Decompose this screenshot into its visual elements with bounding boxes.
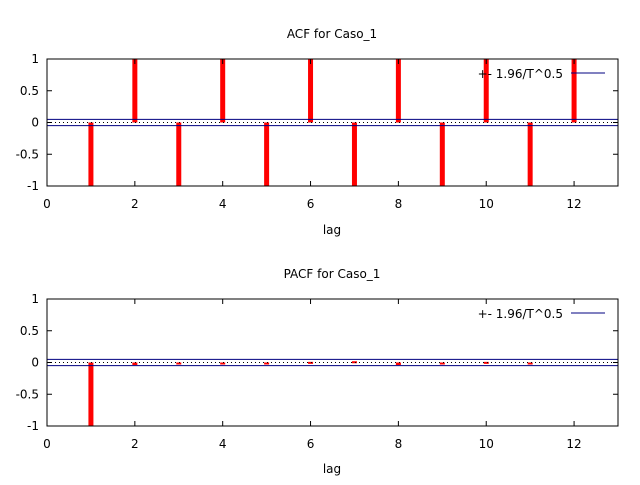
pacf-confidence-band — [47, 358, 618, 367]
pacf-y-tick-label: -1 — [27, 419, 39, 433]
pacf-x-tick-label: 2 — [131, 437, 139, 451]
acf-x-axis-ticks: 0 2 4 6 8 10 12 — [43, 59, 582, 211]
pacf-bar-lag-3 — [176, 362, 182, 365]
acf-x-tick-label: 4 — [219, 197, 227, 211]
acf-bar-lag-8 — [395, 59, 401, 123]
acf-plot-frame — [46, 58, 619, 187]
acf-x-tick-label: 0 — [43, 197, 51, 211]
pacf-legend: +- 1.96/T^0.5 — [478, 307, 605, 321]
pacf-panel: PACF for Caso_1 -1 -0.5 0 0.5 1 0 2 4 6 8 10 12 +-… — [16, 267, 619, 476]
pacf-y-tick-label: 1 — [31, 292, 39, 306]
pacf-bar-lag-6 — [308, 361, 314, 364]
acf-x-tick-label: 2 — [131, 197, 139, 211]
acf-bar-lag-2 — [132, 59, 138, 123]
acf-x-tick-label: 8 — [395, 197, 403, 211]
pacf-y-tick-label: -0.5 — [16, 387, 39, 401]
pacf-bar-lag-8 — [395, 362, 401, 366]
acf-x-axis-label: lag — [323, 223, 341, 237]
acf-bar-lag-11 — [527, 122, 533, 186]
acf-bar-lag-10 — [483, 59, 489, 123]
pacf-bar-lag-7 — [351, 361, 357, 364]
pacf-x-tick-label: 6 — [307, 437, 315, 451]
pacf-bar-lag-4 — [220, 362, 226, 365]
acf-x-tick-label: 6 — [307, 197, 315, 211]
pacf-x-tick-label: 12 — [566, 437, 581, 451]
pacf-x-tick-label: 4 — [219, 437, 227, 451]
pacf-legend-label: +- 1.96/T^0.5 — [478, 307, 563, 321]
pacf-x-axis-label: lag — [323, 462, 341, 476]
acf-legend-label: +- 1.96/T^0.5 — [478, 67, 563, 81]
acf-bar-lag-3 — [176, 122, 182, 186]
acf-bar-lag-5 — [264, 122, 270, 186]
pacf-bars — [88, 361, 533, 426]
acf-y-tick-label: 0.5 — [20, 84, 39, 98]
pacf-bar-lag-1 — [88, 362, 94, 426]
acf-bar-lag-9 — [439, 122, 445, 186]
pacf-bar-lag-9 — [439, 362, 445, 365]
acf-y-tick-label: 0 — [31, 116, 39, 130]
acf-bar-lag-1 — [88, 122, 94, 186]
acf-bar-lag-6 — [308, 59, 314, 123]
acf-y-tick-label: -0.5 — [16, 147, 39, 161]
pacf-bar-lag-11 — [527, 362, 533, 365]
acf-bar-lag-12 — [571, 59, 577, 123]
pacf-x-tick-label: 8 — [395, 437, 403, 451]
pacf-plot-frame — [46, 298, 619, 427]
acf-panel: ACF for Caso_1 -1 -0.5 0 0.5 1 0 2 4 6 8 10 12 +- … — [16, 27, 619, 237]
acf-confidence-band — [47, 118, 618, 127]
acf-x-tick-label: 12 — [566, 197, 581, 211]
pacf-y-tick-label: 0 — [31, 356, 39, 370]
acf-chart-title: ACF for Caso_1 — [287, 27, 377, 41]
pacf-bar-lag-2 — [132, 362, 138, 366]
acf-legend: +- 1.96/T^0.5 — [478, 67, 605, 81]
pacf-x-tick-label: 0 — [43, 437, 51, 451]
acf-bar-lag-4 — [220, 59, 226, 123]
pacf-x-axis-ticks: 0 2 4 6 8 10 12 — [43, 299, 582, 451]
acf-x-tick-label: 10 — [479, 197, 494, 211]
pacf-bar-lag-10 — [483, 361, 489, 364]
acf-bar-lag-7 — [351, 122, 357, 186]
pacf-x-tick-label: 10 — [479, 437, 494, 451]
pacf-chart-title: PACF for Caso_1 — [284, 267, 381, 281]
pacf-bar-lag-5 — [264, 362, 270, 365]
pacf-y-tick-label: 0.5 — [20, 324, 39, 338]
acf-y-tick-label: -1 — [27, 179, 39, 193]
acf-y-tick-label: 1 — [31, 52, 39, 66]
acf-bars — [88, 59, 577, 186]
